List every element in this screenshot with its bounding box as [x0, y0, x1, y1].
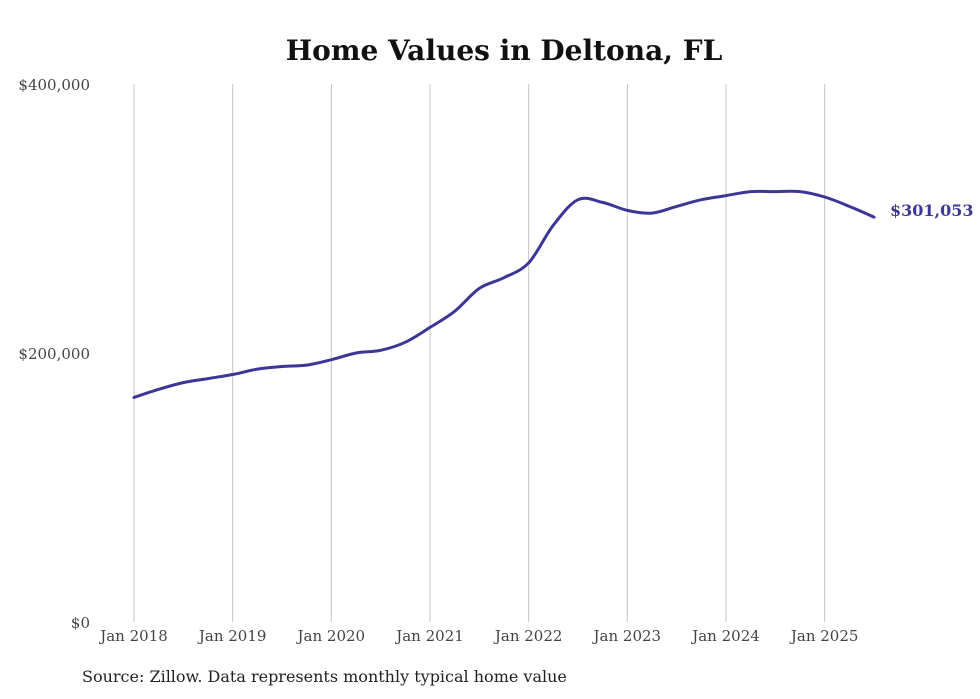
gridlines [133, 84, 826, 622]
x-tick-label-3: Jan 2021 [394, 627, 464, 645]
x-axis-ticks: Jan 2018 Jan 2019 Jan 2020 Jan 2021 Jan 2022… [98, 627, 858, 645]
y-tick-label-1: $200,000 [18, 345, 90, 363]
y-tick-label-2: $400,000 [18, 76, 90, 94]
x-tick-label-7: Jan 2025 [789, 627, 859, 645]
x-tick-label-5: Jan 2023 [592, 627, 662, 645]
x-tick-label-4: Jan 2022 [493, 627, 563, 645]
y-axis-ticks: $0 $200,000 $400,000 [18, 76, 90, 632]
series-line-0 [132, 189, 876, 399]
end-value-label: $301,053 [890, 201, 974, 220]
series-layer [132, 189, 876, 399]
source-note: Source: Zillow. Data represents monthly … [82, 667, 567, 686]
chart-title: Home Values in Deltona, FL [286, 34, 723, 67]
x-tick-label-1: Jan 2019 [197, 627, 267, 645]
x-tick-label-2: Jan 2020 [296, 627, 366, 645]
y-tick-label-0: $0 [71, 614, 90, 632]
x-tick-label-0: Jan 2018 [98, 627, 168, 645]
x-tick-label-6: Jan 2024 [690, 627, 760, 645]
